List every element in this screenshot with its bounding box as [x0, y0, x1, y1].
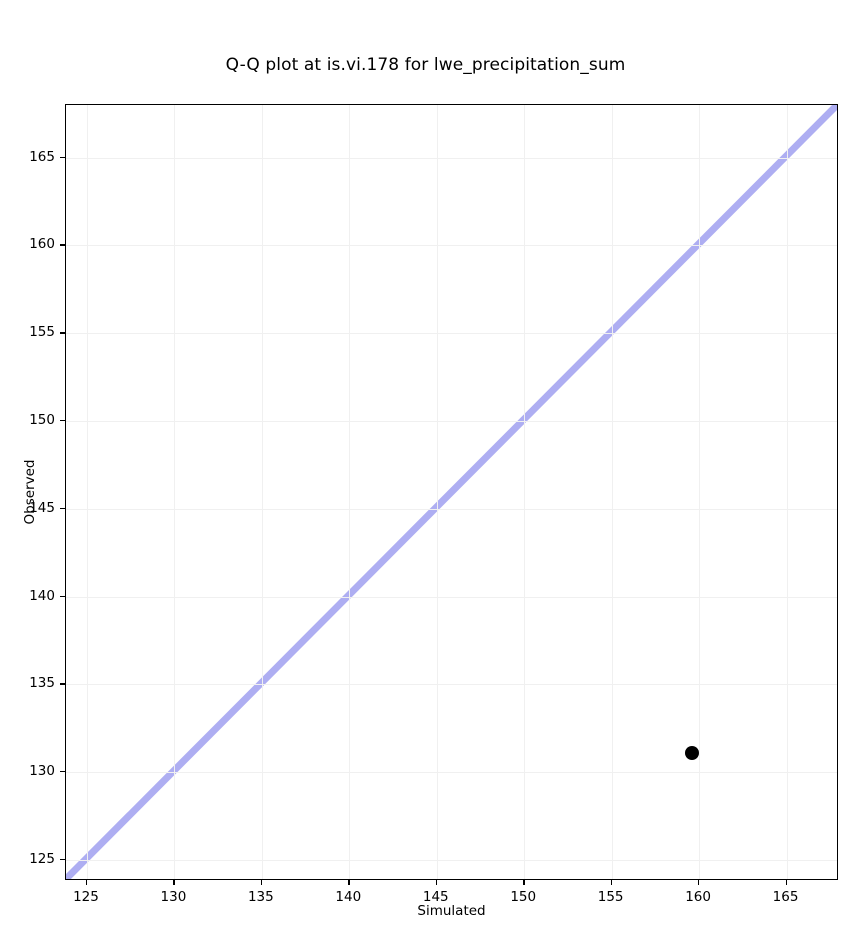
y-gridline: [66, 245, 837, 247]
y-axis-tick: [60, 420, 65, 422]
x-axis-tick-label: 135: [247, 889, 274, 905]
x-axis-tick-label: 140: [335, 889, 362, 905]
x-gridline: [261, 105, 263, 879]
x-axis-tick-label: 125: [73, 889, 99, 905]
reference-line: [66, 105, 837, 879]
x-gridline: [611, 105, 613, 879]
x-axis-tick-label: 165: [772, 889, 799, 905]
y-axis-tick: [60, 244, 65, 246]
x-axis-tick-label: 160: [685, 889, 711, 905]
plot-area: [65, 104, 838, 880]
y-axis-tick-label: 145: [29, 499, 55, 516]
x-gridline: [349, 105, 351, 879]
y-gridline: [66, 421, 837, 423]
y-axis-tick-label: 165: [29, 148, 55, 165]
x-gridline: [786, 105, 788, 879]
x-gridline: [436, 105, 438, 879]
y-gridline: [66, 859, 837, 861]
x-axis-tick: [260, 880, 263, 885]
x-gridline: [699, 105, 701, 879]
x-axis-tick: [610, 880, 612, 885]
x-gridline: [86, 105, 88, 879]
y-gridline: [66, 333, 837, 335]
y-axis-tick-label: 160: [29, 236, 55, 253]
y-axis-tick-label: 140: [29, 587, 55, 604]
y-axis-tick: [60, 858, 65, 861]
x-axis-tick-label: 150: [510, 889, 537, 905]
x-axis-tick: [523, 880, 525, 885]
x-axis-tick: [85, 880, 88, 885]
x-axis-tick: [348, 880, 350, 885]
x-axis-tick: [698, 880, 700, 885]
y-gridline: [66, 508, 837, 510]
y-gridline: [66, 684, 837, 686]
y-axis-tick-label: 130: [29, 763, 55, 780]
x-axis-tick-label: 130: [160, 889, 187, 905]
y-axis-tick-label: 150: [29, 412, 55, 429]
x-axis-tick-label: 145: [422, 889, 449, 905]
chart-title-line-1: Q-Q plot at is.vi.178 for lwe_precipitat…: [225, 55, 626, 75]
x-gridline: [524, 105, 526, 879]
y-gridline: [66, 157, 837, 159]
x-gridline: [174, 105, 176, 879]
y-axis-tick: [60, 771, 65, 773]
y-axis-tick-label: 135: [29, 675, 55, 692]
data-point: [685, 745, 700, 760]
y-gridline: [66, 596, 837, 598]
y-axis-tick: [60, 156, 65, 158]
x-axis-label: Simulated: [417, 903, 486, 919]
y-axis-tick: [60, 595, 65, 597]
y-axis-tick: [60, 683, 65, 685]
x-axis-tick: [435, 880, 438, 885]
y-axis-tick: [60, 507, 65, 510]
y-axis-tick: [60, 332, 65, 334]
identity-line: [66, 105, 837, 879]
x-axis-tick-label: 155: [597, 889, 624, 905]
x-axis-tick: [173, 880, 175, 885]
y-axis-tick-label: 155: [29, 324, 55, 341]
y-gridline: [66, 772, 837, 774]
x-axis-tick: [785, 880, 787, 885]
y-axis-tick-label: 125: [29, 850, 55, 867]
